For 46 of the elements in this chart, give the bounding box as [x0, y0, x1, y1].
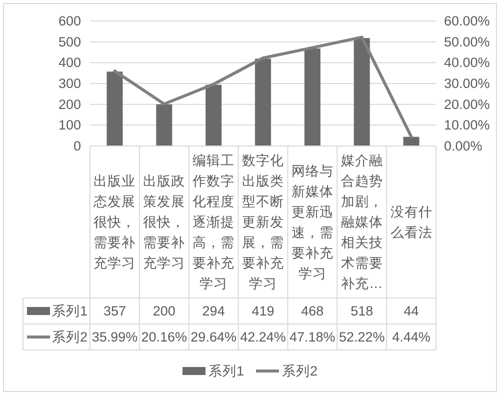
x-tick-label: 网络与新媒体更新迅速，需要补充学习 — [291, 163, 334, 281]
data-label: 35.99% — [92, 330, 138, 344]
y-tick-label: 400 — [58, 55, 81, 70]
data-label: 42.24% — [240, 330, 286, 344]
y2-tick-label: 50.00% — [444, 34, 490, 50]
data-label: 518 — [350, 304, 374, 318]
y2-tick-label: 10.00% — [444, 118, 490, 133]
bar — [206, 84, 222, 146]
y2-tick-label: 20.00% — [444, 96, 490, 112]
data-label: 294 — [202, 304, 226, 318]
bar — [106, 72, 123, 146]
line-series — [113, 36, 413, 138]
data-label: 20.16% — [141, 330, 188, 344]
data-label: 44 — [404, 304, 420, 318]
x-tick-label: 媒介融合趋势加剧，融媒体相关技术需要补充… — [340, 153, 383, 291]
data-label: 468 — [301, 304, 324, 318]
legend: 系列1 系列2 — [182, 364, 318, 378]
bar — [304, 48, 320, 146]
data-label: 4.44% — [392, 330, 430, 344]
x-tick-label: 没有什么看法 — [390, 204, 432, 240]
legend-label: 系列2 — [52, 330, 88, 344]
y-tick-label: 600 — [58, 14, 81, 28]
y-tick-label: 100 — [58, 118, 81, 133]
y-tick-label: 0 — [73, 138, 81, 154]
data-label: 357 — [103, 304, 126, 318]
data-label: 47.18% — [290, 330, 336, 344]
x-tick-label: 出版业态发展很快，需要补充学习 — [92, 174, 136, 270]
data-label: 419 — [252, 304, 274, 318]
bar — [156, 104, 172, 146]
x-tick-label: 出版政策发展很快，需要补充学习 — [143, 174, 186, 270]
bar — [354, 38, 370, 146]
y2-tick-label: 0.00% — [444, 138, 482, 154]
y-tick-label: 500 — [58, 34, 81, 50]
y-tick-label: 300 — [58, 76, 81, 91]
data-label: 29.64% — [190, 330, 236, 344]
y-tick-label: 200 — [58, 96, 81, 112]
bar — [403, 136, 420, 146]
data-label: 52.22% — [338, 330, 385, 344]
data-label: 200 — [152, 304, 176, 318]
y2-tick-label: 40.00% — [444, 55, 490, 70]
x-tick-label: 编辑工作数字化程度逐渐提高，需要补充学习 — [192, 153, 235, 291]
y2-tick-label: 60.00% — [444, 14, 490, 28]
y2-tick-label: 30.00% — [444, 76, 490, 91]
x-tick-label: 数字化出版类型不断更新发展，需要补充学习 — [242, 153, 284, 291]
bar — [255, 58, 271, 146]
legend-label: 系列1 — [52, 304, 88, 318]
